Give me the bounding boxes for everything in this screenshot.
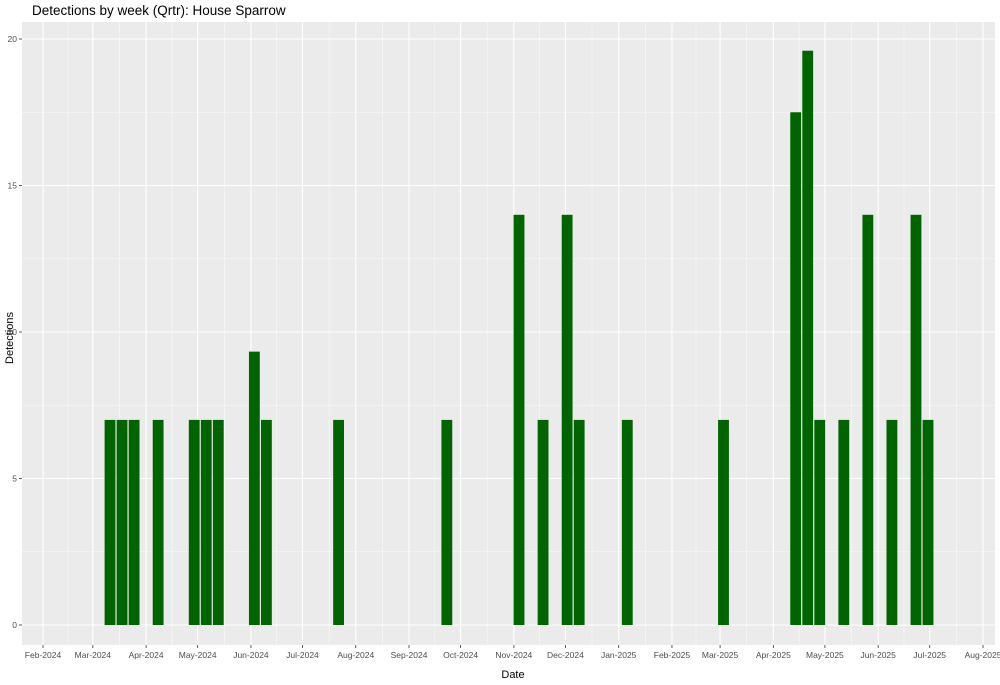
bar: [333, 419, 344, 625]
bar: [152, 419, 164, 625]
x-tick-label: Nov-2024: [495, 650, 532, 660]
x-tick-label: Apr-2024: [129, 650, 164, 660]
y-axis-title: Detections: [4, 312, 16, 364]
bar: [790, 112, 802, 625]
bar: [910, 214, 922, 626]
x-tick-label: Jun-2025: [860, 650, 896, 660]
x-axis: Feb-2024 Mar-2024 Apr-2024 May-2024 Jun-2024…: [25, 645, 1000, 660]
x-tick-label: Jan-2025: [601, 650, 637, 660]
x-tick-label: Jul-2024: [286, 650, 319, 660]
x-tick-label: Jun-2024: [233, 650, 269, 660]
y-tick-label: 20: [8, 34, 18, 44]
bar: [212, 419, 224, 625]
y-tick-label: 0: [12, 620, 17, 630]
x-tick-label: May-2025: [806, 650, 844, 660]
bar: [802, 50, 814, 626]
bar: [188, 419, 200, 625]
grid-lines: [22, 22, 995, 645]
bar: [116, 419, 128, 625]
chart-title: Detections by week (Qrtr): House Sparrow: [32, 3, 286, 18]
bar: [862, 214, 874, 626]
x-tick-label: May-2024: [179, 650, 217, 660]
bar: [260, 419, 272, 625]
bar: [561, 214, 573, 626]
x-tick-label: Apr-2025: [756, 650, 791, 660]
x-tick-label: Sep-2024: [391, 650, 428, 660]
bar: [441, 419, 453, 625]
plot-panel: [22, 22, 995, 645]
bar: [718, 419, 729, 625]
bar: [537, 419, 549, 625]
bar: [513, 214, 525, 626]
y-tick-label: 5: [12, 474, 17, 484]
bar: [104, 419, 116, 625]
bar: [621, 419, 633, 625]
x-tick-label: Jul-2025: [913, 650, 946, 660]
x-tick-label: Mar-2024: [75, 650, 112, 660]
bar: [838, 419, 850, 625]
bar: [922, 419, 934, 625]
x-tick-label: Aug-2024: [337, 650, 374, 660]
y-tick-label: 10: [8, 327, 18, 337]
bar: [573, 419, 585, 625]
y-axis: 0 5 10 15 20: [8, 34, 22, 630]
x-axis-title: Date: [501, 669, 524, 681]
x-tick-label: Aug-2025: [965, 650, 1000, 660]
y-tick-label: 15: [8, 181, 18, 191]
bar: [248, 351, 260, 625]
bar: [128, 419, 140, 625]
x-tick-label: Feb-2025: [654, 650, 691, 660]
x-tick-label: Dec-2024: [547, 650, 584, 660]
x-tick-label: Mar-2025: [702, 650, 739, 660]
bar: [200, 419, 212, 625]
bar: [886, 419, 898, 625]
bars: [104, 50, 934, 626]
x-tick-label: Feb-2024: [25, 650, 62, 660]
bar: [814, 419, 826, 625]
x-tick-label: Oct-2024: [443, 650, 478, 660]
